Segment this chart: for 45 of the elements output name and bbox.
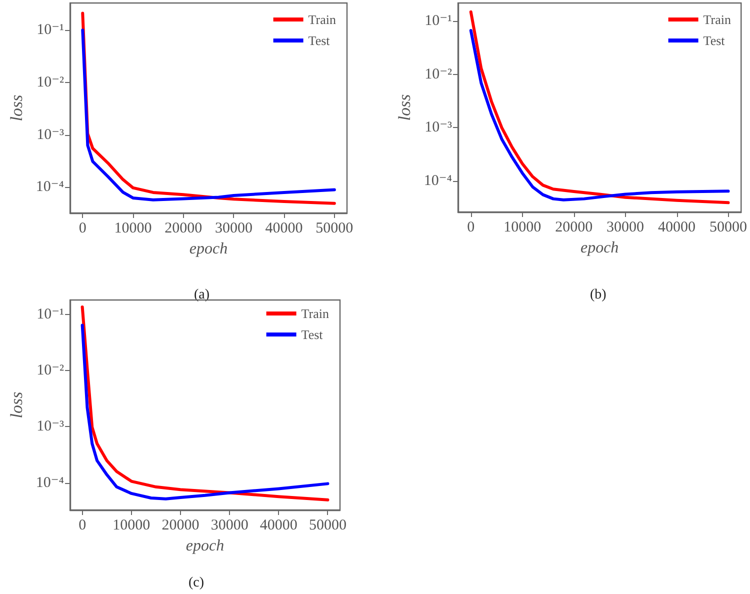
- y-tick-label: 10⁻²: [36, 74, 65, 90]
- annotation: (a): [194, 288, 210, 302]
- x-tick-label: 50000: [316, 220, 354, 236]
- y-tick-label: 10⁻⁴: [36, 474, 64, 491]
- legend-label: Train: [308, 12, 336, 27]
- x-tick-label: 30000: [606, 220, 644, 236]
- legend-label: Test: [308, 33, 330, 48]
- y-tick-label: 10⁻³: [36, 418, 65, 435]
- x-tick-label: 10000: [114, 220, 152, 236]
- x-tick-label: 10000: [112, 518, 150, 534]
- y-axis-title: loss: [7, 391, 26, 418]
- y-tick-label: 10⁻⁴: [424, 172, 452, 189]
- x-tick-label: 40000: [260, 518, 298, 534]
- x-axis-title: epoch: [580, 240, 619, 256]
- y-tick-label: 10⁻¹: [36, 306, 64, 322]
- x-axis-title: epoch: [189, 240, 228, 258]
- x-tick-label: 0: [78, 220, 86, 236]
- x-tick-label: 20000: [164, 220, 202, 236]
- y-tick-label: 10⁻¹: [424, 13, 452, 30]
- y-tick-label: 10⁻³: [36, 126, 65, 143]
- legend-label: Train: [703, 12, 732, 27]
- x-tick-label: 0: [467, 220, 475, 236]
- legend-label: Test: [703, 33, 726, 48]
- text: (c): [188, 576, 204, 590]
- legend-label: Test: [301, 327, 324, 342]
- x-axis-title: epoch: [186, 538, 224, 554]
- x-tick-label: 0: [78, 518, 86, 534]
- y-tick-label: 10⁻⁴: [36, 179, 64, 196]
- y-axis-title: loss: [7, 94, 26, 122]
- x-tick-label: 50000: [308, 518, 346, 534]
- x-tick-label: 10000: [504, 220, 542, 236]
- y-axis-title: loss: [394, 94, 414, 121]
- y-tick-label: 10⁻²: [36, 362, 65, 379]
- x-tick-label: 20000: [555, 220, 593, 236]
- y-tick-label: 10⁻²: [424, 66, 452, 82]
- x-tick-label: 50000: [710, 220, 747, 236]
- x-tick-label: 30000: [210, 518, 248, 534]
- x-tick-label: 40000: [265, 220, 303, 236]
- text: (b): [590, 288, 607, 302]
- legend-label: Train: [301, 306, 330, 321]
- x-tick-label: 40000: [658, 220, 696, 236]
- x-tick-label: 20000: [162, 518, 200, 534]
- x-tick-label: 30000: [214, 220, 252, 236]
- y-tick-label: 10⁻¹: [36, 22, 64, 38]
- y-tick-label: 10⁻³: [424, 120, 452, 136]
